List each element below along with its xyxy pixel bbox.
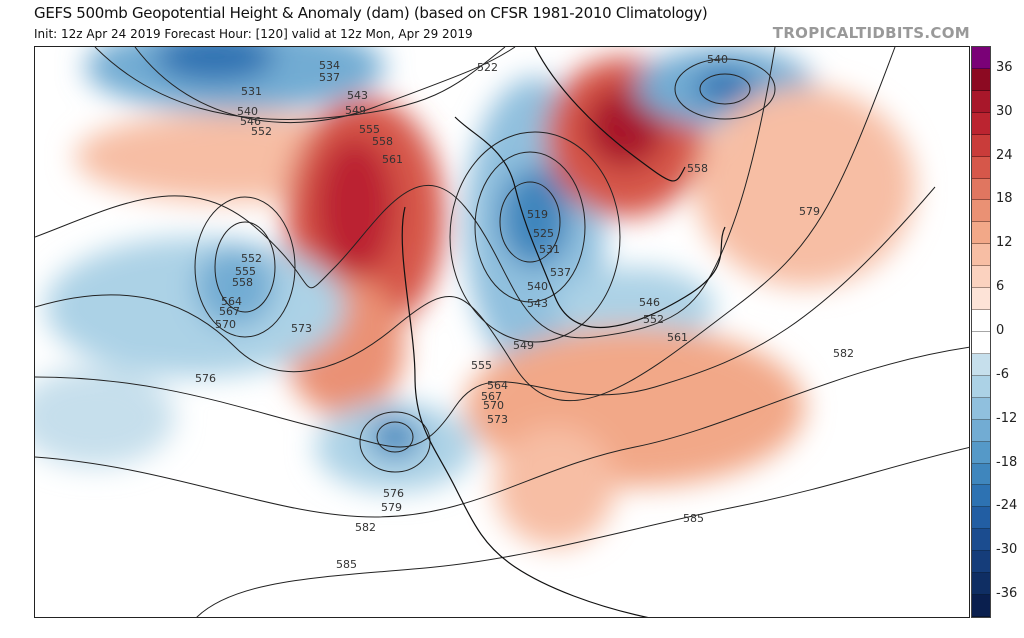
contour-labels: 534 537 543 540 546 549 552 555 558 561 …	[195, 53, 854, 571]
colorbar-segment	[972, 441, 990, 464]
colorbar-tick-label: 18	[996, 191, 1013, 207]
svg-text:546: 546	[639, 296, 660, 309]
colorbar-segment	[972, 288, 990, 311]
svg-text:540: 540	[527, 280, 548, 293]
svg-text:555: 555	[471, 359, 492, 372]
colorbar-tick-label: -36	[996, 586, 1018, 602]
site-brand: TROPICALTIDBITS.COM	[772, 24, 970, 42]
svg-text:534: 534	[319, 59, 340, 72]
colorbar-tick-label: 0	[996, 323, 1005, 338]
svg-text:576: 576	[383, 487, 404, 500]
svg-text:531: 531	[539, 243, 560, 256]
colorbar-segment	[972, 112, 990, 135]
colorbar-tick-label: 6	[996, 279, 1005, 295]
colorbar-segment	[972, 331, 990, 354]
colorbar-segment	[972, 463, 990, 486]
colorbar-segment	[972, 222, 990, 245]
colorbar-tick-label: -24	[996, 498, 1018, 514]
svg-text:567: 567	[219, 305, 240, 318]
svg-text:543: 543	[347, 89, 368, 102]
svg-text:573: 573	[487, 413, 508, 426]
colorbar-segment	[972, 90, 990, 113]
colorbar-tick-label: -12	[996, 410, 1018, 426]
colorbar-segment	[972, 375, 990, 398]
svg-text:543: 543	[527, 297, 548, 310]
svg-text:522: 522	[477, 61, 498, 74]
colorbar-segment	[972, 244, 990, 267]
colorbar-segment	[972, 178, 990, 201]
svg-text:564: 564	[221, 295, 242, 308]
svg-text:531: 531	[241, 85, 262, 98]
colorbar-segment	[972, 595, 990, 617]
svg-text:549: 549	[513, 339, 534, 352]
svg-text:579: 579	[799, 205, 820, 218]
svg-text:519: 519	[527, 208, 548, 221]
svg-text:555: 555	[235, 265, 256, 278]
svg-text:558: 558	[372, 135, 393, 148]
svg-text:552: 552	[251, 125, 272, 138]
colorbar-segment	[972, 551, 990, 574]
colorbar-segment	[972, 200, 990, 223]
svg-text:582: 582	[355, 521, 376, 534]
svg-text:570: 570	[483, 399, 504, 412]
colorbar-segment	[972, 507, 990, 530]
colorbar-segment	[972, 419, 990, 442]
svg-text:537: 537	[319, 71, 340, 84]
colorbar-tick-label: 36	[996, 59, 1013, 75]
svg-text:537: 537	[550, 266, 571, 279]
map-subtitle: Init: 12z Apr 24 2019 Forecast Hour: [12…	[34, 27, 473, 41]
svg-text:585: 585	[336, 558, 357, 571]
colorbar-segment	[972, 397, 990, 420]
svg-text:570: 570	[215, 318, 236, 331]
svg-text:579: 579	[381, 501, 402, 514]
svg-text:552: 552	[643, 313, 664, 326]
colorbar-segment	[972, 68, 990, 91]
svg-text:567: 567	[481, 390, 502, 403]
svg-text:582: 582	[833, 347, 854, 360]
svg-text:561: 561	[667, 331, 688, 344]
colorbar-tick-label: 30	[996, 103, 1013, 119]
colorbar-segment	[972, 573, 990, 596]
colorbar-segment	[972, 310, 990, 332]
colorbar-segment	[972, 47, 990, 69]
coastlines	[401, 47, 726, 617]
svg-text:561: 561	[382, 153, 403, 166]
colorbar-segment	[972, 485, 990, 508]
colorbar-tick-label: 24	[996, 147, 1013, 163]
svg-text:558: 558	[232, 276, 253, 289]
colorbar-tick-label: -18	[996, 454, 1018, 470]
svg-text:558: 558	[687, 162, 708, 175]
colorbar-segment	[972, 529, 990, 552]
colorbar-tick-label: -6	[996, 366, 1009, 382]
svg-text:585: 585	[683, 512, 704, 525]
height-anomaly-map: 534 537 543 540 546 549 552 555 558 561 …	[34, 46, 970, 618]
svg-text:546: 546	[240, 115, 261, 128]
svg-text:552: 552	[241, 252, 262, 265]
colorbar-segment	[972, 353, 990, 376]
colorbar-segment	[972, 156, 990, 179]
svg-text:576: 576	[195, 372, 216, 385]
map-title: GEFS 500mb Geopotential Height & Anomaly…	[34, 4, 708, 22]
svg-text:555: 555	[359, 123, 380, 136]
height-contours	[35, 47, 969, 617]
svg-text:540: 540	[707, 53, 728, 66]
svg-text:564: 564	[487, 379, 508, 392]
svg-text:540: 540	[237, 105, 258, 118]
anomaly-shading	[35, 47, 915, 547]
svg-text:525: 525	[533, 227, 554, 240]
colorbar-segment	[972, 266, 990, 289]
colorbar-segment	[972, 134, 990, 157]
svg-text:549: 549	[345, 104, 366, 117]
colorbar-tick-label: -30	[996, 542, 1018, 558]
anomaly-colorbar	[971, 46, 991, 618]
colorbar-tick-label: 12	[996, 235, 1013, 251]
svg-text:573: 573	[291, 322, 312, 335]
